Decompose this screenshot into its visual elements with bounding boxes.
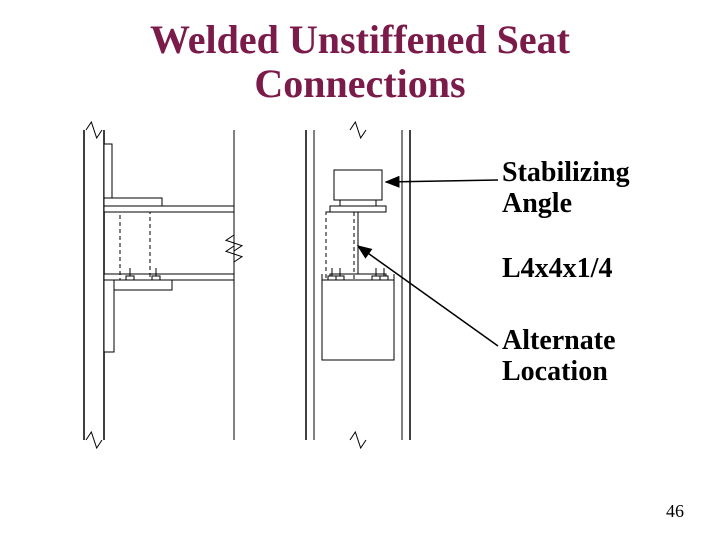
diagram (0, 0, 720, 540)
